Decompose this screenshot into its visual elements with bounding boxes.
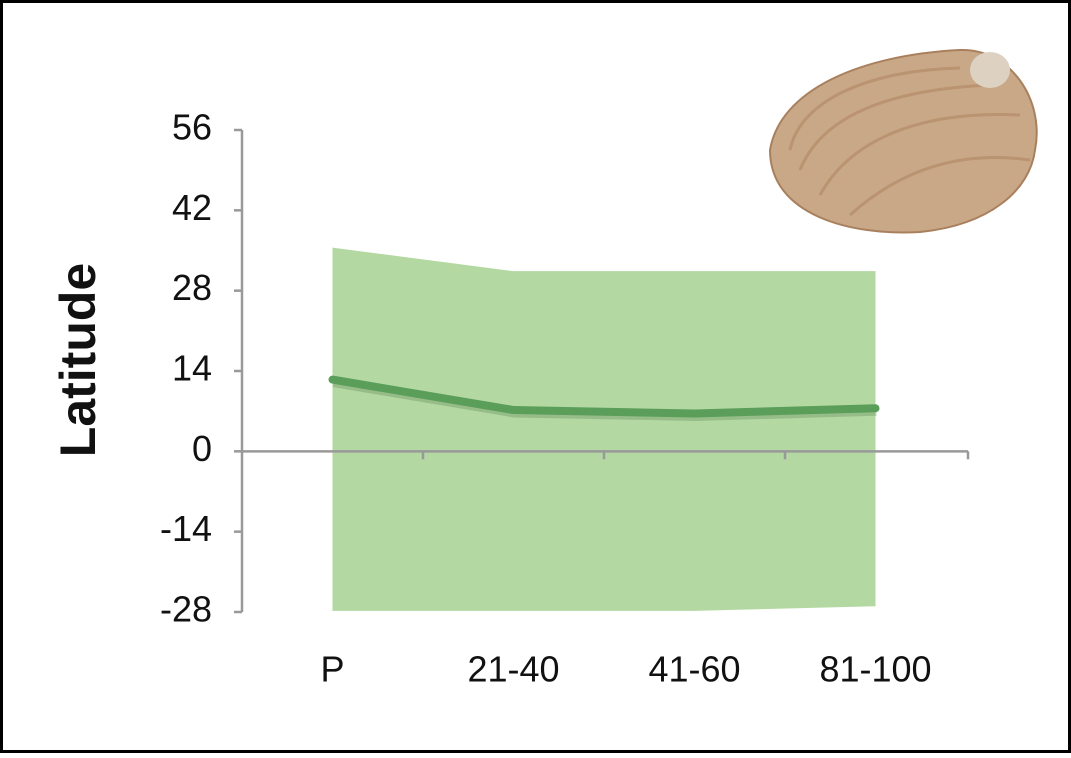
y-tick-label: 56 <box>172 107 212 148</box>
y-tick-label: -14 <box>160 508 212 549</box>
y-tick-label: 14 <box>172 348 212 389</box>
x-tick-label: 41-60 <box>648 649 740 690</box>
x-tick-label: 81-100 <box>819 649 931 690</box>
y-tick-label: 28 <box>172 267 212 308</box>
chart: Latitude -28 -14 0 14 28 42 56 P 21-40 41-60 81-10… <box>0 0 1071 753</box>
y-tick-label: 42 <box>172 187 212 228</box>
x-tick-label: P <box>320 649 344 690</box>
x-tick-label: 21-40 <box>467 649 559 690</box>
range-area <box>333 248 876 611</box>
y-tick-label: 0 <box>192 428 212 469</box>
y-tick-label: -28 <box>160 589 212 630</box>
y-axis-label: Latitude <box>50 263 106 457</box>
